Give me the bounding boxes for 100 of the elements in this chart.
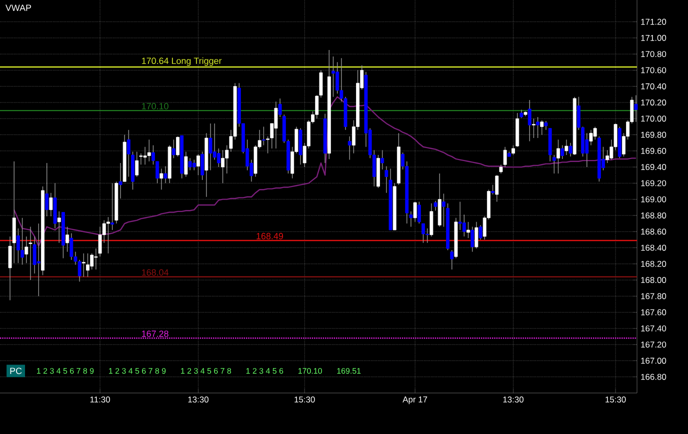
candlestick [380,150,384,170]
y-tick-label: 170.40 [641,83,666,90]
x-tick-label: 13:30 [503,396,524,403]
candlestick [332,56,335,98]
candlestick [560,144,564,160]
y-tick-label: 169.60 [641,148,666,154]
candlestick [422,223,425,244]
candlestick [466,222,470,238]
candlestick [442,193,446,228]
candlestick [147,139,151,162]
x-tick-label: 15:30 [606,396,626,403]
candlestick [118,162,122,199]
y-tick-label: 171.20 [641,18,666,25]
y-tick-label: 167.00 [641,358,666,364]
candlestick [564,139,568,156]
candlestick [319,70,323,98]
ref-line-label: 168.49 [256,232,283,240]
candlestick [470,226,474,252]
candlestick [126,130,130,178]
candlestick [28,226,32,280]
candlestick [36,223,40,297]
candlestick [143,146,147,165]
candlestick [8,236,12,301]
candlestick [417,201,421,224]
candlestick [528,100,532,142]
y-tick-label: 171.00 [641,34,666,41]
y-tick-label: 166.80 [641,374,666,380]
candlestick [512,144,515,156]
candlestick [606,150,610,164]
candlestick [156,161,160,184]
y-tick-label: 168.00 [641,277,666,284]
candlestick [348,136,352,160]
candlestick [552,154,556,174]
candlestick [315,94,319,119]
candlestick [20,218,24,266]
candlestick [568,142,572,157]
candlestick [139,152,143,165]
annotation: PC [10,368,22,374]
y-tick-label: 168.40 [641,244,666,251]
ref-line-label: 168.04 [142,269,168,276]
ref-line-label: 167.28 [142,330,168,337]
x-tick-label: Apr 17 [402,396,428,404]
y-tick-label: 169.40 [641,164,666,170]
candlestick [184,151,188,178]
chart-title: VWAP [5,4,32,11]
y-tick-label: 170.80 [641,51,666,58]
candlestick [188,158,192,171]
candlestick [225,144,229,174]
candlestick [66,226,70,252]
candlestick [106,216,110,254]
candlestick [135,151,139,178]
candlestick [49,192,53,217]
candlestick [495,174,499,202]
candlestick [430,203,434,237]
candlestick [160,168,164,190]
candlestick [216,148,220,168]
candlestick [82,253,86,278]
y-tick-label: 167.80 [641,293,666,300]
x-tick-label: 11:30 [90,396,110,403]
y-tick-label: 167.40 [641,325,666,332]
x-tick-label: 13:30 [188,396,208,403]
candlestick [45,162,49,217]
y-tick-label: 168.80 [641,212,666,218]
candlestick [196,154,200,176]
candlestick [110,182,114,230]
candlestick [24,236,28,264]
candlestick [274,101,278,149]
candlestick [491,184,495,195]
candlestick [536,116,540,138]
candlestick [192,159,196,171]
candlestick [462,214,466,237]
candlestick [176,136,180,157]
candlestick [474,222,478,249]
candlestick [152,144,155,165]
ref-line-label: 170.10 [142,103,168,110]
candlestick [16,228,20,264]
candlestick [164,166,168,184]
ref-line-label: 170.64 Long Trigger [142,57,222,66]
y-tick-label: 170.60 [641,67,666,74]
y-tick-label: 169.00 [641,196,666,202]
y-tick-label: 169.80 [641,132,666,138]
candlestick [90,253,94,270]
y-tick-label: 169.20 [641,180,666,186]
y-tick-label: 170.00 [641,116,666,122]
candlestick [540,120,544,136]
candlestick [86,253,90,278]
y-tick-label: 168.20 [641,260,666,267]
candlestick [221,150,224,184]
candlestick [200,151,204,180]
candlestick [172,139,176,159]
candlestick [532,118,536,138]
candlestick [589,130,593,146]
candlestick [458,201,462,230]
candlestick [556,139,560,174]
x-tick-label: 15:30 [294,396,315,403]
y-tick-label: 170.20 [641,99,666,106]
candlestick [266,136,270,154]
y-tick-label: 167.60 [641,309,666,316]
candlestick [70,232,74,260]
y-tick-label: 167.20 [641,342,666,348]
